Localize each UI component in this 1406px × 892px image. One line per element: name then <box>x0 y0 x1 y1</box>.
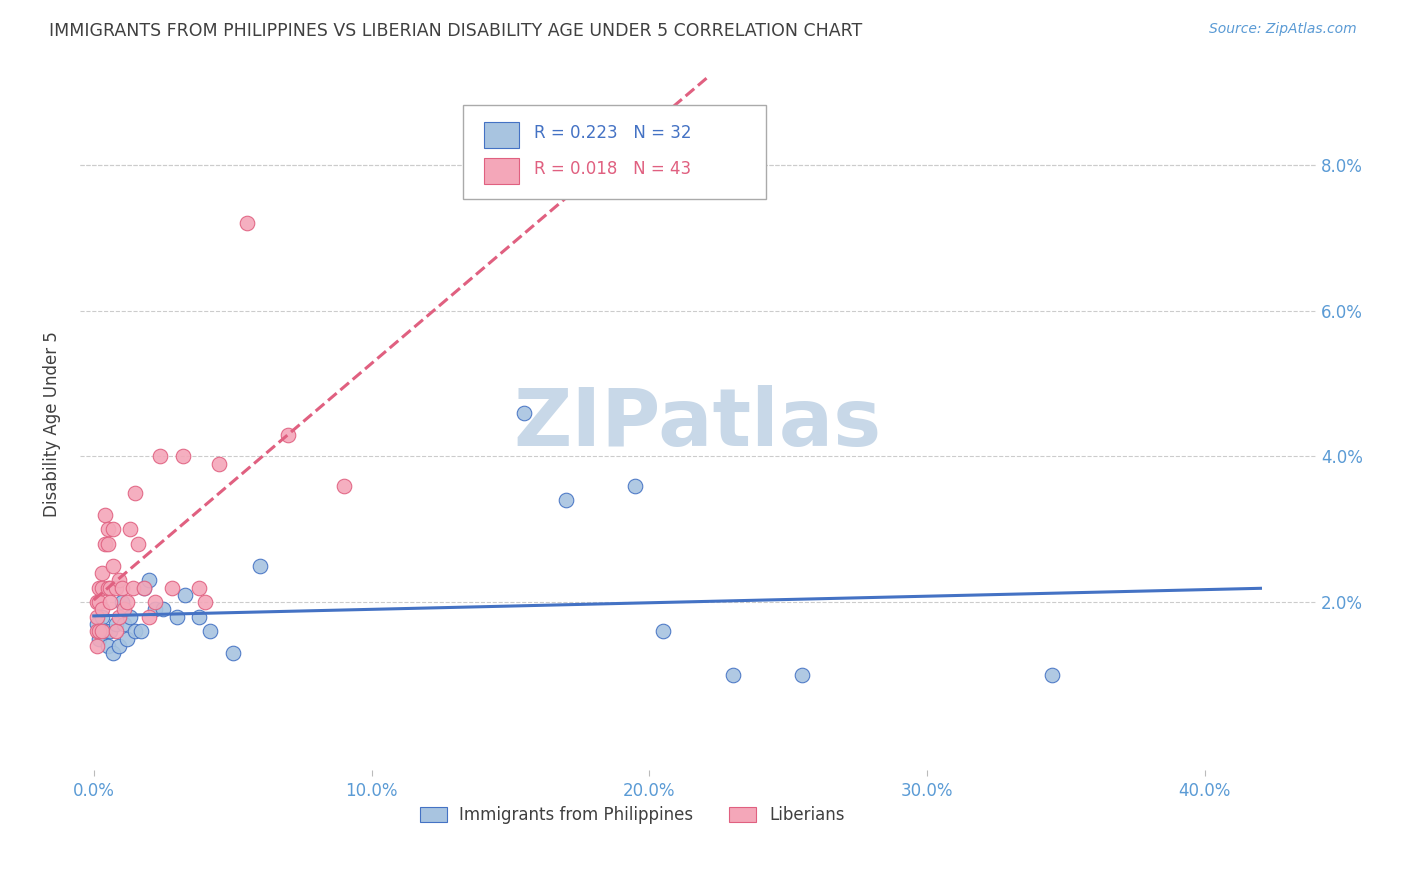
Point <box>194 595 217 609</box>
Point <box>107 609 129 624</box>
Point <box>86 609 108 624</box>
Point <box>94 508 117 522</box>
Point <box>143 602 166 616</box>
Point <box>103 522 125 536</box>
Bar <box>728 806 756 822</box>
Point <box>94 537 117 551</box>
Y-axis label: Disability Age Under 5: Disability Age Under 5 <box>44 331 60 516</box>
Point <box>652 624 675 639</box>
Point <box>174 588 197 602</box>
Text: IMMIGRANTS FROM PHILIPPINES VS LIBERIAN DISABILITY AGE UNDER 5 CORRELATION CHART: IMMIGRANTS FROM PHILIPPINES VS LIBERIAN … <box>49 22 862 40</box>
Text: R = 0.223   N = 32: R = 0.223 N = 32 <box>533 124 690 142</box>
Point <box>86 595 108 609</box>
Point <box>149 450 172 464</box>
Point <box>115 632 138 646</box>
Point <box>172 450 194 464</box>
Point <box>107 639 129 653</box>
Point <box>86 617 108 632</box>
Point <box>188 609 211 624</box>
Point <box>118 522 141 536</box>
Point <box>138 609 160 624</box>
Point <box>89 595 111 609</box>
Point <box>89 632 111 646</box>
Point <box>97 522 120 536</box>
Text: Liberians: Liberians <box>769 805 845 824</box>
Bar <box>484 158 519 184</box>
Point <box>100 595 122 609</box>
Point <box>91 566 114 580</box>
Bar <box>420 806 447 822</box>
Point <box>166 609 188 624</box>
Point <box>624 478 647 492</box>
Text: Source: ZipAtlas.com: Source: ZipAtlas.com <box>1209 22 1357 37</box>
Point <box>91 609 114 624</box>
Point <box>97 639 120 653</box>
Point <box>208 457 231 471</box>
Point <box>221 646 243 660</box>
Point <box>100 624 122 639</box>
Point <box>115 595 138 609</box>
Text: ZIPatlas: ZIPatlas <box>513 384 882 463</box>
Point <box>129 624 152 639</box>
Point <box>1040 668 1063 682</box>
Point <box>124 486 146 500</box>
Point <box>132 581 155 595</box>
Point <box>110 581 132 595</box>
Point <box>100 581 122 595</box>
Point <box>132 581 155 595</box>
Point <box>249 558 271 573</box>
Point <box>110 595 132 609</box>
Point <box>235 216 257 230</box>
Point <box>104 617 127 632</box>
Point <box>112 617 135 632</box>
Point <box>277 427 299 442</box>
Text: Immigrants from Philippines: Immigrants from Philippines <box>460 805 693 824</box>
Point <box>160 581 183 595</box>
Point <box>104 581 127 595</box>
Point <box>138 574 160 588</box>
Point <box>790 668 813 682</box>
Point <box>91 581 114 595</box>
Point <box>121 581 143 595</box>
Point <box>104 624 127 639</box>
Point <box>86 639 108 653</box>
Point <box>200 624 222 639</box>
Point <box>103 558 125 573</box>
Point <box>86 624 108 639</box>
Point <box>103 646 125 660</box>
Point <box>107 574 129 588</box>
Point <box>555 493 578 508</box>
Point <box>152 602 174 616</box>
Point <box>97 537 120 551</box>
Point <box>513 406 536 420</box>
Point <box>127 537 149 551</box>
Point <box>94 624 117 639</box>
Bar <box>484 121 519 148</box>
Point <box>89 624 111 639</box>
Text: R = 0.018   N = 43: R = 0.018 N = 43 <box>533 160 690 178</box>
Point <box>118 609 141 624</box>
Point <box>188 581 211 595</box>
Point <box>143 595 166 609</box>
Point <box>89 581 111 595</box>
Point <box>91 602 114 616</box>
Point <box>721 668 744 682</box>
Point <box>332 478 354 492</box>
Point <box>91 624 114 639</box>
Point <box>97 581 120 595</box>
Point <box>112 602 135 616</box>
FancyBboxPatch shape <box>463 105 766 199</box>
Point <box>124 624 146 639</box>
